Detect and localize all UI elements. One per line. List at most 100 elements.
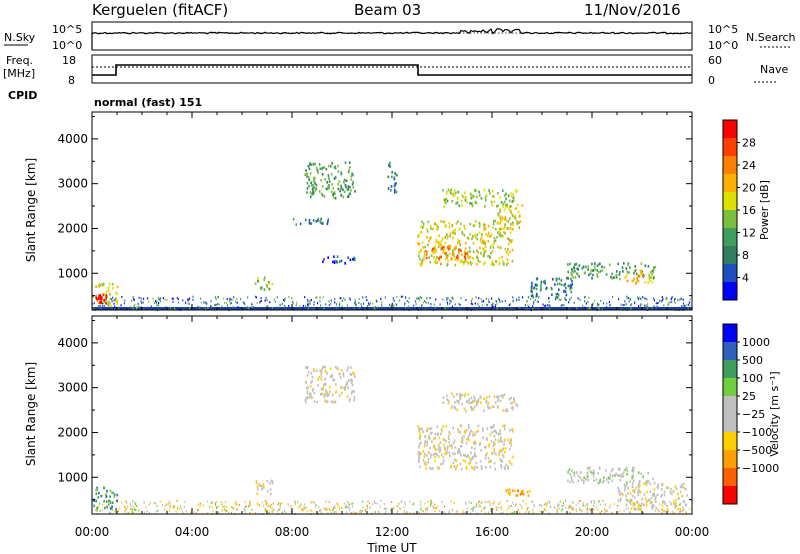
echo-cell (366, 508, 368, 511)
echo-cell (126, 501, 128, 504)
echo-cell (569, 480, 571, 484)
echo-cell (481, 241, 483, 245)
echo-cell (477, 398, 480, 401)
echo-cell (310, 396, 313, 399)
echo-cell (622, 471, 625, 474)
echo-cell (427, 500, 429, 503)
echo-cell (499, 221, 502, 225)
echo-cell (661, 299, 664, 302)
echo-cell (469, 405, 472, 409)
echo-cell (422, 459, 425, 462)
echo-cell (515, 403, 517, 406)
echo-cell (637, 508, 640, 511)
echo-cell (374, 306, 376, 308)
echo-cell (256, 302, 258, 305)
echo-cell (108, 282, 111, 286)
echo-cell (512, 227, 514, 231)
colorbar-tick-label: 28 (742, 137, 756, 150)
echo-cell (311, 501, 313, 504)
echo-cell (632, 470, 634, 473)
echo-cell (537, 301, 539, 303)
echo-cell (433, 260, 436, 263)
echo-cell (601, 269, 604, 272)
echo-cell (623, 483, 626, 486)
echo-cell (627, 492, 629, 495)
echo-cell (339, 372, 341, 376)
echo-cell (173, 505, 175, 508)
echo-cell (418, 442, 421, 446)
echo-cell (514, 511, 516, 514)
echo-cell (338, 260, 341, 263)
echo-cell (604, 503, 606, 506)
echo-cell (436, 425, 438, 429)
echo-cell (606, 302, 608, 305)
echo-cell (451, 223, 454, 227)
echo-cell (625, 303, 627, 306)
echo-cell (311, 375, 314, 379)
echo-cell (346, 511, 348, 514)
echo-cell (351, 383, 354, 387)
echo-cell (141, 302, 143, 304)
echo-cell (367, 500, 369, 503)
echo-cell (508, 304, 510, 307)
echo-cell (423, 455, 426, 458)
echo-cell (457, 399, 460, 403)
echo-cell (518, 299, 520, 302)
echo-cell (567, 471, 569, 474)
echo-cell (540, 282, 542, 286)
echo-cell (103, 300, 105, 304)
echo-cell (471, 401, 474, 404)
echo-cell (319, 296, 321, 299)
echo-cell (310, 381, 312, 384)
echo-cell (592, 302, 594, 305)
echo-cell (629, 511, 631, 514)
echo-cell (463, 234, 466, 237)
echo-cell (536, 277, 539, 280)
echo-cell (474, 302, 476, 305)
echo-cell (686, 494, 689, 497)
echo-cell (98, 502, 101, 505)
echo-cell (335, 306, 337, 309)
echo-cell (484, 512, 486, 515)
echo-cell (543, 508, 545, 511)
echo-cell (176, 296, 178, 299)
echo-cell (406, 511, 408, 514)
echo-cell (420, 264, 422, 267)
echo-cell (505, 192, 507, 196)
echo-cell (166, 298, 168, 301)
echo-cell (536, 294, 538, 297)
echo-cell (176, 499, 178, 502)
echo-cell (603, 476, 605, 480)
echo-cell (670, 487, 672, 491)
echo-cell (387, 187, 390, 190)
echo-cell (337, 183, 339, 186)
echo-cell (326, 222, 329, 226)
echo-cell (434, 436, 436, 440)
echo-cell (441, 247, 443, 250)
echo-cell (451, 200, 453, 203)
echo-cell (493, 200, 496, 204)
echo-cell (359, 510, 361, 513)
echo-cell (111, 287, 114, 290)
echo-cell (600, 299, 602, 302)
echo-cell (294, 501, 296, 504)
echo-cell (440, 262, 443, 266)
echo-cell (429, 446, 431, 450)
echo-cell (626, 473, 628, 476)
echo-cell (510, 240, 513, 243)
echo-cell (495, 300, 497, 303)
echo-cell (530, 294, 533, 298)
echo-cell (603, 480, 605, 483)
echo-cell (525, 503, 527, 505)
echo-cell (605, 509, 607, 512)
echo-cell (105, 291, 108, 294)
echo-cell (503, 217, 506, 221)
echo-cell (489, 234, 492, 238)
noise-left-tick-top: 10^5 (52, 23, 82, 36)
echo-cell (469, 202, 471, 205)
echo-cell (522, 490, 524, 493)
echo-cell (504, 450, 506, 454)
echo-cell (169, 307, 171, 310)
echo-cell (503, 466, 506, 469)
echo-cell (669, 500, 671, 503)
